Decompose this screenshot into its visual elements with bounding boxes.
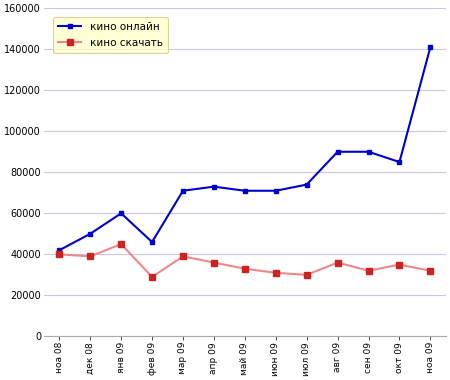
- кино скачать: [242, 266, 248, 271]
- кино онлайн: [273, 188, 279, 193]
- кино скачать: [180, 254, 186, 259]
- Line: кино скачать: кино скачать: [57, 241, 433, 280]
- кино онлайн: [366, 149, 371, 154]
- кино скачать: [118, 242, 124, 246]
- кино скачать: [149, 275, 155, 279]
- кино онлайн: [118, 211, 124, 215]
- кино онлайн: [242, 188, 248, 193]
- кино онлайн: [211, 184, 216, 189]
- кино онлайн: [87, 231, 93, 236]
- Legend: кино онлайн, кино скачать: кино онлайн, кино скачать: [53, 17, 168, 53]
- кино скачать: [57, 252, 62, 257]
- кино онлайн: [57, 248, 62, 253]
- кино скачать: [366, 269, 371, 273]
- кино онлайн: [397, 160, 402, 164]
- кино скачать: [211, 260, 216, 265]
- кино скачать: [335, 260, 340, 265]
- кино онлайн: [335, 149, 340, 154]
- кино скачать: [397, 262, 402, 267]
- кино онлайн: [428, 45, 433, 49]
- кино скачать: [428, 269, 433, 273]
- кино онлайн: [149, 240, 155, 244]
- кино онлайн: [180, 188, 186, 193]
- кино скачать: [87, 254, 93, 259]
- кино онлайн: [304, 182, 309, 187]
- кино скачать: [304, 272, 309, 277]
- Line: кино онлайн: кино онлайн: [57, 45, 433, 253]
- кино скачать: [273, 271, 279, 275]
